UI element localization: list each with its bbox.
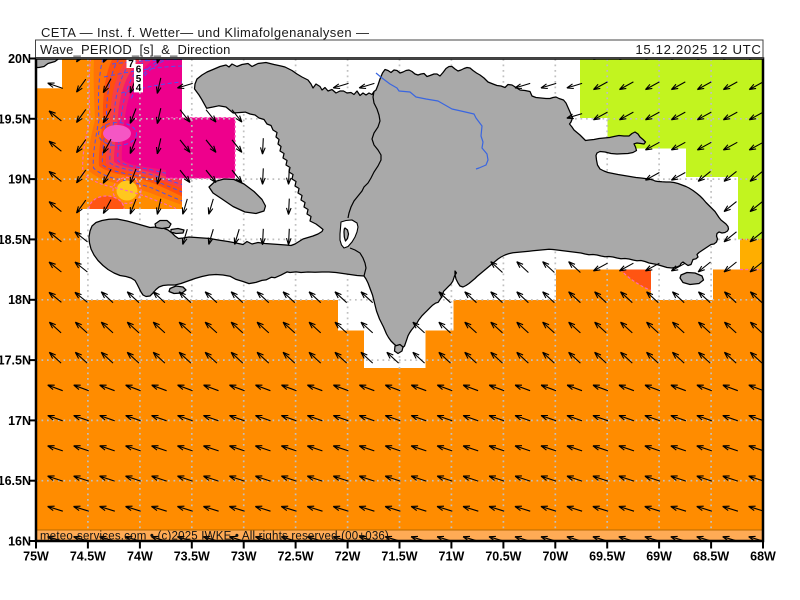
svg-text:19N: 19N: [8, 173, 31, 187]
svg-text:19.5N: 19.5N: [0, 112, 31, 126]
svg-text:17.5N: 17.5N: [0, 354, 31, 368]
svg-text:17N: 17N: [8, 414, 31, 428]
svg-text:69W: 69W: [646, 550, 672, 564]
svg-text:68.5W: 68.5W: [693, 550, 729, 564]
svg-text:4: 4: [136, 83, 142, 94]
svg-text:73W: 73W: [231, 550, 257, 564]
svg-text:74W: 74W: [127, 550, 153, 564]
svg-text:71W: 71W: [439, 550, 465, 564]
svg-text:5: 5: [136, 74, 142, 85]
svg-text:Wave_PERIOD_[s]_&_Direction: Wave_PERIOD_[s]_&_Direction: [40, 42, 231, 57]
svg-text:71.5W: 71.5W: [381, 550, 417, 564]
svg-text:70W: 70W: [542, 550, 568, 564]
svg-text:16.5N: 16.5N: [0, 474, 31, 488]
svg-text:72W: 72W: [335, 550, 361, 564]
svg-text:6: 6: [136, 64, 142, 75]
svg-text:75W: 75W: [23, 550, 49, 564]
svg-text:7: 7: [128, 59, 134, 70]
svg-text:73.5W: 73.5W: [174, 550, 210, 564]
svg-text:18N: 18N: [8, 293, 31, 307]
svg-text:16N: 16N: [8, 535, 31, 549]
svg-text:15.12.2025 12 UTC: 15.12.2025 12 UTC: [635, 42, 761, 57]
svg-text:74.5W: 74.5W: [70, 550, 106, 564]
svg-text:20N: 20N: [8, 52, 31, 66]
svg-text:meteo-services.com • (c)2025 I: meteo-services.com • (c)2025 IWKE • All …: [40, 531, 389, 543]
svg-text:18.5N: 18.5N: [0, 233, 31, 247]
svg-text:69.5W: 69.5W: [589, 550, 625, 564]
svg-text:70.5W: 70.5W: [485, 550, 521, 564]
svg-text:CETA — Inst. f. Wetter— und Kl: CETA — Inst. f. Wetter— und Klimafolgena…: [41, 25, 369, 40]
svg-text:68W: 68W: [750, 550, 776, 564]
svg-text:72.5W: 72.5W: [278, 550, 314, 564]
